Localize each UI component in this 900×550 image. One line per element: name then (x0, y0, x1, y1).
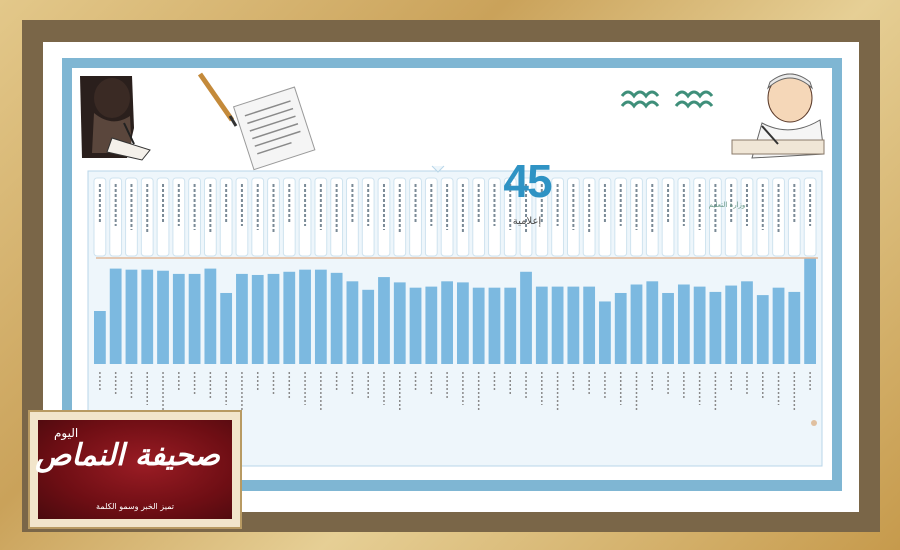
bar (441, 281, 453, 364)
bar (788, 291, 801, 364)
bar (725, 285, 738, 364)
bar (425, 286, 438, 364)
bar (535, 286, 548, 364)
bar (630, 284, 643, 364)
bar (662, 292, 674, 364)
bars (94, 258, 816, 364)
bar (488, 287, 501, 364)
chart-svg (80, 72, 825, 467)
bar (141, 269, 154, 364)
bar (220, 292, 233, 364)
bar (646, 281, 659, 364)
bar (251, 274, 264, 364)
footer-dot (811, 420, 817, 426)
bar (409, 287, 422, 364)
ministry-logo-icon (620, 90, 714, 109)
bar (614, 292, 627, 364)
bar (267, 273, 280, 364)
bar (188, 273, 201, 364)
bar (504, 287, 517, 364)
bar (314, 269, 327, 364)
student-girl-illustration (80, 76, 151, 161)
bar (551, 286, 564, 364)
bar (346, 281, 359, 364)
total-count: 45 (503, 155, 552, 207)
chart-area (87, 165, 823, 467)
bar (109, 268, 122, 364)
count-caption: إعلامية (512, 216, 542, 227)
bar (330, 272, 343, 364)
pencil-paper-illustration (197, 72, 316, 171)
bar (299, 269, 311, 364)
logo-name: النماص (35, 438, 125, 473)
bar (567, 286, 580, 364)
student-boy-illustration (731, 73, 825, 159)
bar (393, 282, 406, 364)
bar (283, 271, 296, 364)
logo-small-text: اليوم (54, 426, 79, 440)
bar (94, 311, 106, 364)
bar (599, 301, 611, 364)
bar (378, 277, 390, 364)
bar (756, 295, 769, 364)
bar (741, 281, 753, 364)
newspaper-logo: اليوم صحيفة النماص تميز الخبر وسمو الكلم… (28, 410, 242, 529)
bar (362, 289, 375, 364)
bar (583, 286, 596, 364)
logo-background: اليوم صحيفة النماص تميز الخبر وسمو الكلم… (35, 420, 232, 519)
bar (457, 282, 469, 364)
bar (520, 271, 532, 364)
label-cells (93, 177, 817, 257)
bar (772, 287, 785, 364)
under-labels (99, 372, 811, 410)
bar (677, 284, 690, 364)
logo-word: صحيفة (134, 438, 220, 473)
ministry-name: وزارة التعليم (708, 201, 746, 209)
bar (709, 291, 722, 364)
bar (472, 287, 485, 364)
bar (157, 270, 169, 364)
bar (125, 269, 138, 364)
bar (172, 273, 185, 364)
bar (204, 268, 217, 364)
logo-title: صحيفة النماص (35, 438, 220, 473)
bar (236, 273, 248, 364)
logo-tagline: تميز الخبر وسمو الكلمة (96, 502, 174, 511)
bar (804, 258, 816, 364)
bar (693, 286, 706, 364)
